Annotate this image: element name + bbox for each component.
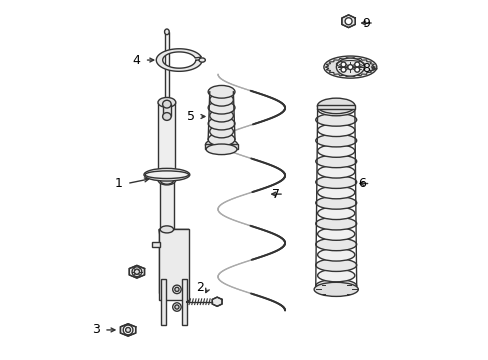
Bar (163, 104, 171, 117)
Polygon shape (212, 297, 222, 306)
Circle shape (340, 62, 345, 67)
Bar (205, 144, 237, 149)
Polygon shape (341, 15, 355, 28)
Text: 5: 5 (187, 110, 195, 123)
Bar (158, 102, 175, 180)
Ellipse shape (209, 109, 233, 122)
Ellipse shape (315, 134, 356, 147)
Text: 4: 4 (132, 54, 140, 67)
Ellipse shape (163, 100, 171, 108)
Ellipse shape (163, 113, 171, 120)
Ellipse shape (160, 176, 173, 184)
Ellipse shape (317, 207, 354, 220)
Ellipse shape (336, 58, 364, 76)
Text: 8: 8 (361, 62, 369, 75)
Circle shape (175, 287, 179, 292)
Text: 9: 9 (361, 17, 369, 30)
Ellipse shape (317, 228, 354, 240)
Circle shape (125, 328, 130, 332)
Ellipse shape (164, 29, 169, 35)
Ellipse shape (313, 282, 358, 296)
Circle shape (172, 303, 181, 311)
Ellipse shape (315, 113, 356, 126)
Polygon shape (129, 265, 144, 278)
Circle shape (340, 67, 345, 72)
Circle shape (345, 18, 351, 25)
Ellipse shape (315, 217, 356, 230)
Ellipse shape (208, 117, 235, 130)
Text: 7: 7 (271, 188, 279, 201)
Ellipse shape (315, 238, 356, 251)
Bar (159, 229, 166, 293)
Circle shape (134, 269, 139, 274)
Circle shape (354, 62, 359, 67)
Bar (160, 180, 173, 229)
Text: 2: 2 (196, 281, 203, 294)
Circle shape (347, 64, 352, 69)
Text: 6: 6 (358, 177, 366, 190)
Bar (317, 105, 354, 109)
Bar (152, 242, 159, 247)
Ellipse shape (199, 58, 205, 62)
Ellipse shape (317, 269, 354, 282)
Ellipse shape (208, 101, 235, 114)
Circle shape (132, 267, 142, 276)
Ellipse shape (323, 56, 376, 78)
Bar (161, 279, 166, 325)
Ellipse shape (315, 176, 356, 188)
Ellipse shape (206, 144, 237, 154)
Ellipse shape (208, 85, 235, 98)
Ellipse shape (315, 155, 356, 168)
Ellipse shape (160, 226, 173, 233)
Ellipse shape (158, 98, 175, 107)
Ellipse shape (158, 175, 175, 185)
Ellipse shape (205, 138, 237, 151)
Ellipse shape (317, 124, 354, 136)
Polygon shape (120, 324, 136, 336)
Bar (182, 279, 187, 325)
Bar (159, 229, 188, 300)
Ellipse shape (317, 145, 354, 157)
Ellipse shape (317, 165, 354, 178)
Ellipse shape (315, 279, 356, 292)
Ellipse shape (208, 133, 235, 146)
Text: 1: 1 (115, 177, 122, 190)
Circle shape (354, 67, 359, 72)
Ellipse shape (317, 103, 354, 116)
Ellipse shape (315, 259, 356, 271)
Ellipse shape (145, 171, 188, 179)
Ellipse shape (317, 248, 354, 261)
Ellipse shape (317, 186, 354, 199)
Ellipse shape (209, 93, 233, 106)
Polygon shape (156, 49, 202, 71)
Bar (164, 32, 168, 102)
Polygon shape (325, 58, 375, 77)
Ellipse shape (315, 197, 356, 209)
Circle shape (175, 305, 179, 309)
Text: 3: 3 (92, 323, 100, 337)
Polygon shape (159, 229, 188, 300)
Circle shape (123, 325, 133, 335)
Ellipse shape (143, 168, 189, 181)
Circle shape (172, 285, 181, 294)
Ellipse shape (317, 98, 354, 114)
Ellipse shape (209, 125, 233, 138)
